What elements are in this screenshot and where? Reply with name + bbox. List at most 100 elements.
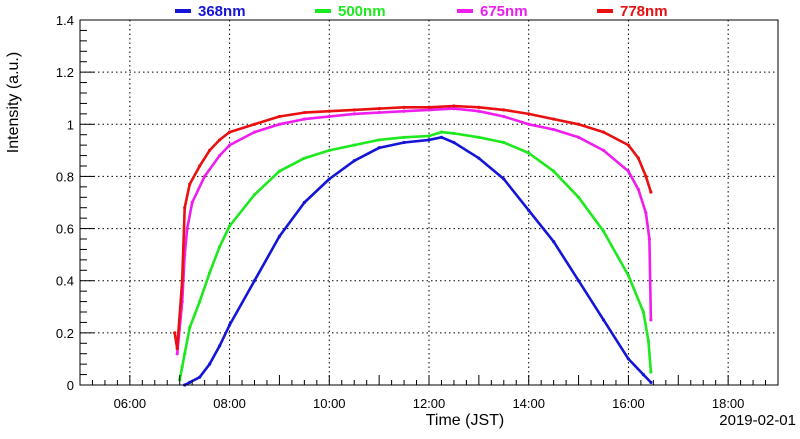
data-point-778nm [502, 108, 506, 112]
data-point-778nm [218, 138, 222, 142]
data-point-778nm [327, 109, 331, 113]
data-point-368nm [302, 200, 306, 205]
y-tick-label: 1 [67, 117, 74, 132]
data-point-675nm [576, 135, 581, 139]
data-point-778nm [477, 105, 481, 109]
data-point-368nm [626, 357, 631, 361]
data-point-675nm [227, 143, 232, 147]
data-point-778nm [576, 122, 581, 126]
data-point-675nm [626, 169, 631, 173]
data-point-778nm [644, 174, 648, 179]
data-point-500nm [252, 193, 257, 197]
data-point-675nm [327, 114, 331, 119]
data-point-675nm [527, 122, 531, 126]
data-point-778nm [183, 206, 187, 210]
x-tick-label: 14:00 [512, 396, 545, 411]
x-tick-label: 16:00 [612, 396, 645, 411]
data-point-500nm [641, 310, 645, 314]
data-point-778nm [208, 148, 212, 152]
data-point-778nm [227, 130, 232, 134]
data-point-500nm [277, 169, 282, 173]
data-point-368nm [601, 318, 606, 322]
series-line-778nm [173, 104, 653, 350]
x-axis-label: Time (JST) [426, 412, 505, 429]
data-point-675nm [477, 109, 481, 113]
y-tick-label: 0.2 [56, 326, 74, 341]
y-tick-label: 1.2 [56, 65, 74, 80]
data-point-500nm [502, 140, 506, 145]
data-point-500nm [552, 169, 556, 173]
data-point-368nm [477, 156, 481, 160]
data-point-368nm [352, 159, 356, 163]
data-point-500nm [183, 352, 187, 356]
x-tick-label: 10:00 [313, 396, 346, 411]
data-point-500nm [601, 229, 606, 233]
data-point-368nm [327, 177, 331, 181]
data-point-368nm [377, 146, 381, 150]
y-tick-label: 0 [67, 378, 74, 393]
data-point-675nm [452, 107, 456, 111]
data-point-500nm [208, 271, 212, 275]
data-point-675nm [302, 117, 306, 121]
data-point-778nm [252, 122, 257, 126]
data-point-500nm [377, 138, 381, 142]
legend-label-368nm: 368nm [198, 3, 246, 20]
data-point-778nm [402, 105, 406, 109]
series-line-500nm [178, 130, 653, 382]
data-point-500nm [180, 365, 184, 369]
data-point-368nm [218, 344, 222, 348]
legend-label-500nm: 500nm [338, 3, 386, 20]
data-point-778nm [180, 279, 184, 283]
data-point-778nm [277, 114, 282, 119]
data-point-500nm [198, 299, 202, 304]
data-point-675nm [252, 130, 257, 134]
data-point-368nm [552, 240, 556, 244]
data-point-675nm [185, 226, 189, 231]
x-tick-label: 08:00 [213, 396, 246, 411]
y-tick-label: 1.4 [56, 13, 74, 28]
data-point-500nm [646, 339, 650, 343]
data-point-500nm [188, 326, 192, 330]
data-point-778nm [198, 164, 202, 168]
data-point-778nm [626, 143, 631, 147]
data-point-368nm [439, 135, 444, 139]
data-point-675nm [218, 153, 222, 158]
data-point-778nm [452, 104, 456, 108]
data-point-778nm [173, 331, 177, 335]
date-label: 2019-02-01 [719, 412, 796, 429]
data-point-500nm [649, 370, 653, 374]
data-point-675nm [352, 112, 356, 116]
legend: 368nm 500nm 675nm 778nm [175, 3, 668, 20]
data-point-778nm [601, 130, 606, 134]
data-point-675nm [427, 108, 431, 112]
data-point-778nm [427, 105, 431, 109]
series-line-368nm [183, 136, 653, 387]
data-point-675nm [601, 148, 606, 152]
data-point-675nm [636, 187, 641, 192]
y-axis-label: Intensity (a.u.) [5, 52, 22, 153]
x-tick-label: 12:00 [413, 396, 446, 411]
data-point-675nm [203, 174, 207, 179]
data-point-778nm [175, 346, 179, 351]
data-point-368nm [252, 279, 257, 283]
data-point-500nm [327, 148, 331, 152]
data-point-778nm [302, 110, 306, 115]
data-point-368nm [649, 380, 653, 384]
data-point-368nm [641, 372, 645, 377]
data-point-500nm [626, 273, 631, 278]
data-point-368nm [208, 362, 212, 366]
data-point-675nm [552, 127, 556, 132]
y-tick-label: 0.4 [56, 274, 74, 289]
legend-label-675nm: 675nm [480, 3, 528, 20]
grid-layer [80, 20, 778, 385]
data-point-675nm [377, 110, 381, 115]
data-point-675nm [502, 114, 506, 119]
data-point-368nm [427, 138, 431, 142]
data-point-675nm [175, 352, 179, 356]
data-point-368nm [188, 380, 192, 384]
legend-label-778nm: 778nm [620, 3, 668, 20]
data-point-500nm [452, 131, 456, 136]
data-point-778nm [188, 182, 192, 186]
